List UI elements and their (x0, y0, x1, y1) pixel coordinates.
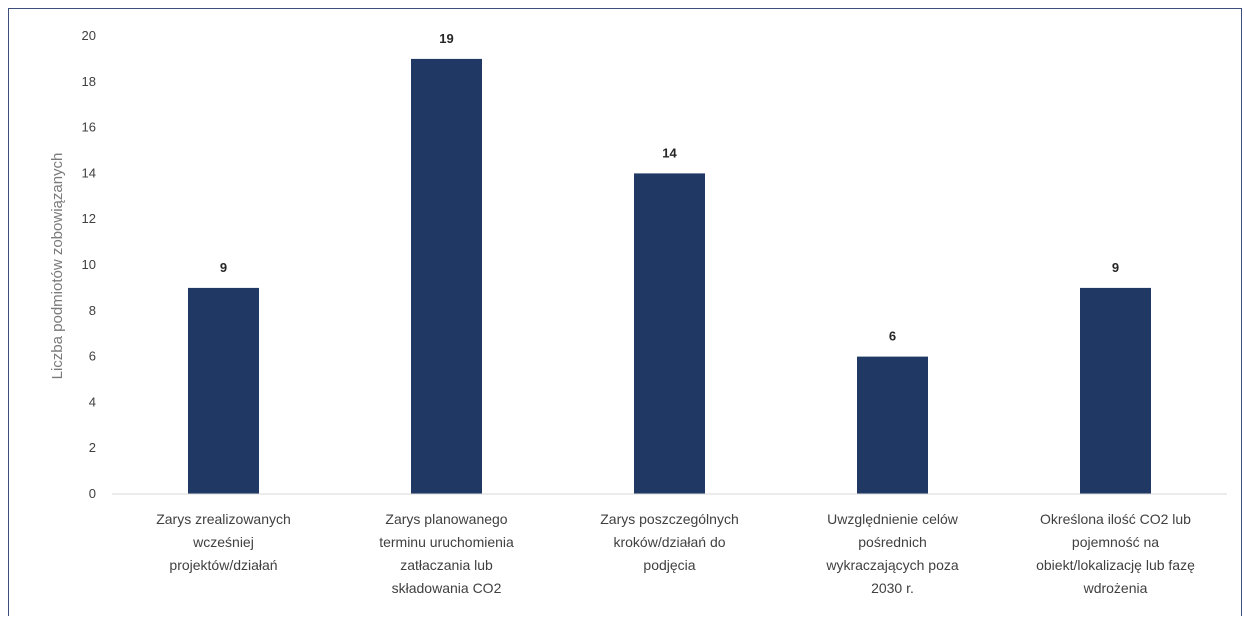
bar (188, 287, 259, 494)
y-tick-label: 4 (89, 394, 96, 409)
y-tick-label: 14 (82, 165, 96, 180)
category-label-line: składowania CO2 (392, 580, 502, 596)
data-label: 19 (439, 31, 453, 46)
category-label-line: obiekt/lokalizację lub fazę (1036, 557, 1195, 573)
data-label: 9 (1112, 260, 1119, 275)
category-labels: Zarys zrealizowanych wcześniej projektów/d… (156, 511, 1195, 596)
category-label-line: Zarys zrealizowanych (156, 511, 291, 527)
category-label-line: zatłaczania lub (400, 557, 493, 573)
bar (634, 173, 705, 494)
category-label-line: podjęcia (643, 557, 695, 573)
y-tick-label: 20 (82, 28, 96, 43)
category-label: Określona ilość CO2 lub pojemność na obiek… (1036, 511, 1195, 596)
bar (857, 356, 928, 494)
category-label-line: wcześniej (192, 534, 254, 550)
y-tick-label: 16 (82, 120, 96, 135)
category-label-line: wdrożenia (1083, 580, 1148, 596)
category-label-line: projektów/działań (169, 557, 277, 573)
data-label: 9 (220, 260, 227, 275)
category-label-line: pośrednich (858, 534, 927, 550)
category-label-line: Zarys poszczególnych (600, 511, 739, 527)
y-tick-label: 2 (89, 440, 96, 455)
data-labels: 9 19 14 6 9 (220, 31, 1119, 344)
y-tick-label: 6 (89, 349, 96, 364)
category-label-line: 2030 r. (871, 580, 914, 596)
category-label: Zarys poszczególnych kroków/działań do pod… (600, 511, 739, 573)
category-label-line: Określona ilość CO2 lub (1040, 511, 1191, 527)
data-label: 14 (662, 145, 677, 160)
y-tick-label: 12 (82, 211, 96, 226)
category-label-line: wykraczających poza (825, 557, 958, 573)
bar (411, 58, 482, 495)
category-label-line: terminu uruchomienia (379, 534, 514, 550)
category-label: Zarys planowanego terminu uruchomienia zat… (379, 511, 514, 596)
data-label: 6 (889, 329, 896, 344)
category-label: Zarys zrealizowanych wcześniej projektów/d… (156, 511, 291, 573)
bar (1080, 287, 1151, 494)
category-label-line: Zarys planowanego (385, 511, 507, 527)
y-axis-title: Liczba podmiotów zobowiązanych (49, 153, 66, 380)
category-label-line: Uwzględnienie celów (827, 511, 959, 527)
y-axis-ticks: 0 2 4 6 8 10 12 14 16 18 20 (82, 28, 96, 501)
y-tick-label: 10 (82, 257, 96, 272)
bars (188, 58, 1151, 495)
y-tick-label: 18 (82, 74, 96, 89)
category-label: Uwzględnienie celów pośrednich wykraczając… (825, 511, 958, 596)
y-tick-label: 0 (89, 486, 96, 501)
category-label-line: kroków/działań do (613, 534, 725, 550)
category-label-line: pojemność na (1072, 534, 1159, 550)
y-tick-label: 8 (89, 303, 96, 318)
